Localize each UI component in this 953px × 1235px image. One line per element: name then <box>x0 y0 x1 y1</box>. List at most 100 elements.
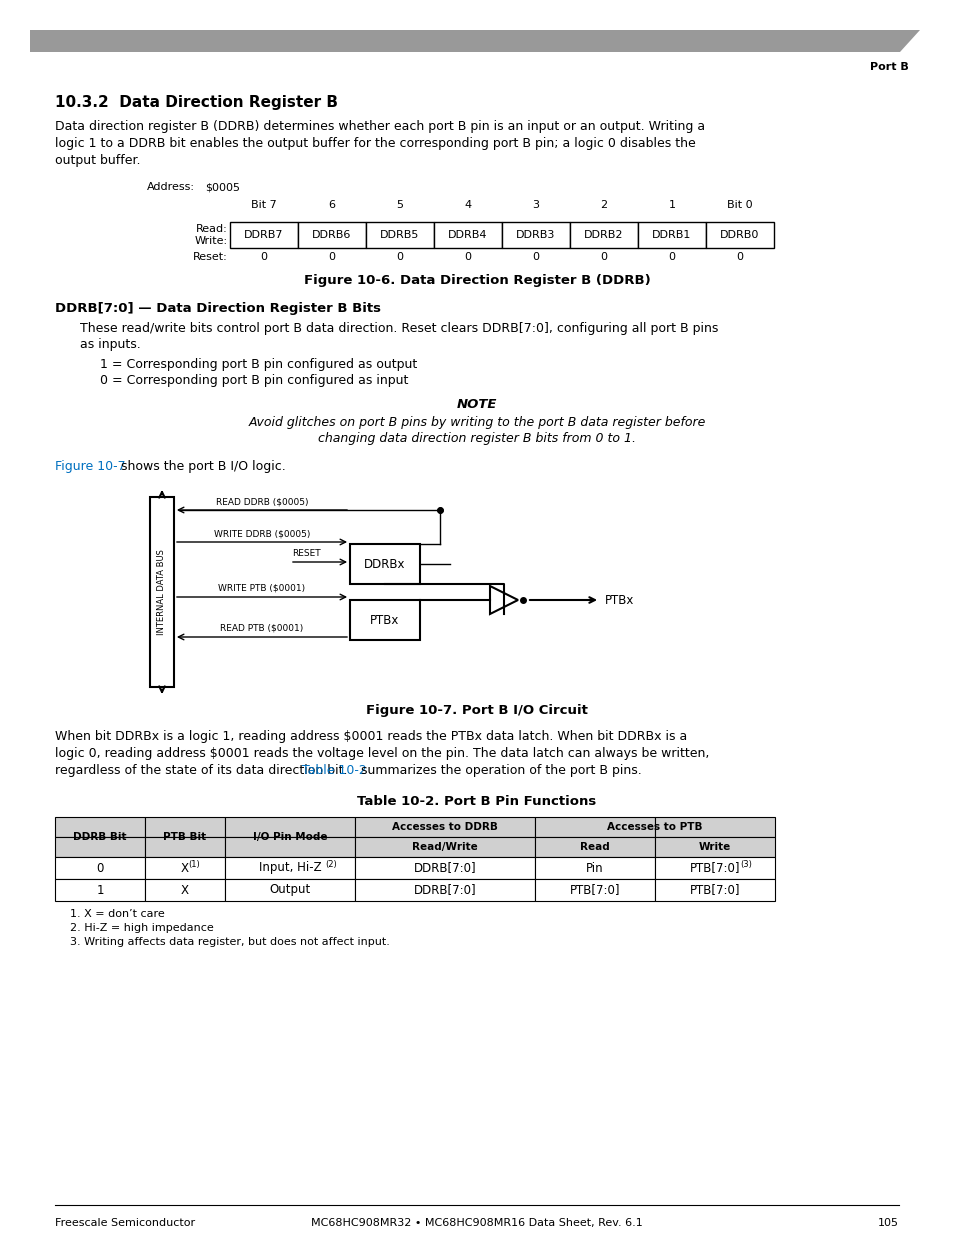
Text: shows the port B I/O logic.: shows the port B I/O logic. <box>117 459 286 473</box>
Text: READ PTB ($0001): READ PTB ($0001) <box>220 624 303 634</box>
Text: 1 = Corresponding port B pin configured as output: 1 = Corresponding port B pin configured … <box>100 358 416 370</box>
Text: DDRB[7:0]: DDRB[7:0] <box>414 883 476 897</box>
Text: regardless of the state of its data direction bit.: regardless of the state of its data dire… <box>55 764 351 777</box>
Bar <box>366 222 434 248</box>
Text: Port B: Port B <box>869 62 908 72</box>
Text: READ DDRB ($0005): READ DDRB ($0005) <box>215 496 308 506</box>
Bar <box>655 879 774 902</box>
Text: 10.3.2  Data Direction Register B: 10.3.2 Data Direction Register B <box>55 95 337 110</box>
Bar <box>145 837 225 857</box>
Text: Pin: Pin <box>585 862 603 874</box>
Text: 0: 0 <box>736 252 742 262</box>
Text: logic 1 to a DDRB bit enables the output buffer for the corresponding port B pin: logic 1 to a DDRB bit enables the output… <box>55 137 695 149</box>
Text: PTB[7:0]: PTB[7:0] <box>689 883 740 897</box>
Bar <box>145 857 225 879</box>
Bar <box>350 543 419 584</box>
Text: (3): (3) <box>740 860 752 868</box>
FancyBboxPatch shape <box>30 30 899 52</box>
Text: DDRB5: DDRB5 <box>380 230 419 240</box>
Bar <box>225 879 355 902</box>
Text: $0005: $0005 <box>205 182 240 191</box>
Bar <box>535 837 655 857</box>
Text: 2. Hi-Z = high impedance: 2. Hi-Z = high impedance <box>70 923 213 932</box>
Text: Output: Output <box>269 883 311 897</box>
Bar <box>434 222 501 248</box>
Polygon shape <box>490 585 517 614</box>
Bar <box>225 818 355 837</box>
Text: X: X <box>181 862 189 874</box>
Bar <box>655 818 774 837</box>
Bar <box>535 879 655 902</box>
Bar <box>225 857 355 879</box>
Text: WRITE PTB ($0001): WRITE PTB ($0001) <box>218 584 305 593</box>
Text: RESET: RESET <box>292 550 320 558</box>
Text: 0: 0 <box>668 252 675 262</box>
Text: DDRB Bit: DDRB Bit <box>73 832 127 842</box>
Text: Figure 10-7: Figure 10-7 <box>55 459 126 473</box>
Text: 1: 1 <box>668 200 675 210</box>
Text: Read:: Read: <box>196 224 228 233</box>
Bar <box>535 857 655 879</box>
Bar <box>355 857 535 879</box>
Text: 0: 0 <box>260 252 267 262</box>
Text: Write:: Write: <box>194 236 228 246</box>
Text: 0: 0 <box>464 252 471 262</box>
Text: Data direction register B (DDRB) determines whether each port B pin is an input : Data direction register B (DDRB) determi… <box>55 120 704 133</box>
Text: Read: Read <box>579 842 609 852</box>
Bar <box>145 818 225 837</box>
Bar <box>655 837 774 857</box>
Text: Table 10-2: Table 10-2 <box>302 764 367 777</box>
Text: Avoid glitches on port B pins by writing to the port B data register before: Avoid glitches on port B pins by writing… <box>248 416 705 429</box>
Text: summarizes the operation of the port B pins.: summarizes the operation of the port B p… <box>357 764 641 777</box>
Polygon shape <box>30 30 919 52</box>
Text: PTB Bit: PTB Bit <box>163 832 207 842</box>
Text: 2: 2 <box>599 200 607 210</box>
Text: Table 10-2. Port B Pin Functions: Table 10-2. Port B Pin Functions <box>357 795 596 808</box>
Bar <box>355 818 535 837</box>
Text: WRITE DDRB ($0005): WRITE DDRB ($0005) <box>213 529 310 538</box>
Text: 105: 105 <box>877 1218 898 1228</box>
Text: When bit DDRBx is a logic 1, reading address $0001 reads the PTBx data latch. Wh: When bit DDRBx is a logic 1, reading add… <box>55 730 686 743</box>
Text: DDRB4: DDRB4 <box>448 230 487 240</box>
Text: (1): (1) <box>188 860 200 868</box>
Text: 0: 0 <box>396 252 403 262</box>
Text: 1: 1 <box>96 883 104 897</box>
Bar <box>55 837 145 857</box>
Text: 3. Writing affects data register, but does not affect input.: 3. Writing affects data register, but do… <box>70 937 390 947</box>
Text: DDRB[7:0]: DDRB[7:0] <box>414 862 476 874</box>
Text: (2): (2) <box>325 860 336 868</box>
Bar <box>145 879 225 902</box>
Text: 3: 3 <box>532 200 539 210</box>
Bar <box>705 222 773 248</box>
Bar <box>297 222 366 248</box>
Bar <box>55 857 145 879</box>
Text: Bit 0: Bit 0 <box>726 200 752 210</box>
Text: MC68HC908MR32 • MC68HC908MR16 Data Sheet, Rev. 6.1: MC68HC908MR32 • MC68HC908MR16 Data Sheet… <box>311 1218 642 1228</box>
Text: Figure 10-6. Data Direction Register B (DDRB): Figure 10-6. Data Direction Register B (… <box>303 274 650 287</box>
Bar <box>225 837 355 857</box>
Bar <box>638 222 705 248</box>
Text: DDRB3: DDRB3 <box>516 230 555 240</box>
Text: output buffer.: output buffer. <box>55 154 140 167</box>
Text: Reset:: Reset: <box>193 252 228 262</box>
Text: 0 = Corresponding port B pin configured as input: 0 = Corresponding port B pin configured … <box>100 374 408 387</box>
Text: DDRB2: DDRB2 <box>583 230 623 240</box>
Text: I/O Pin Mode: I/O Pin Mode <box>253 832 327 842</box>
Text: Bit 7: Bit 7 <box>251 200 276 210</box>
Text: 5: 5 <box>396 200 403 210</box>
Text: DDRB6: DDRB6 <box>312 230 352 240</box>
Bar <box>55 879 145 902</box>
Text: as inputs.: as inputs. <box>80 338 141 351</box>
Text: 4: 4 <box>464 200 471 210</box>
Text: Accesses to DDRB: Accesses to DDRB <box>392 823 497 832</box>
Text: 0: 0 <box>96 862 104 874</box>
Text: PTBx: PTBx <box>604 594 634 606</box>
Text: changing data direction register B bits from 0 to 1.: changing data direction register B bits … <box>317 432 636 445</box>
Text: Input, Hi-Z: Input, Hi-Z <box>258 862 321 874</box>
Text: 0: 0 <box>532 252 539 262</box>
Bar <box>55 818 145 837</box>
Text: NOTE: NOTE <box>456 398 497 411</box>
Bar <box>355 879 535 902</box>
Text: PTBx: PTBx <box>370 614 399 626</box>
Text: 1. X = don’t care: 1. X = don’t care <box>70 909 165 919</box>
